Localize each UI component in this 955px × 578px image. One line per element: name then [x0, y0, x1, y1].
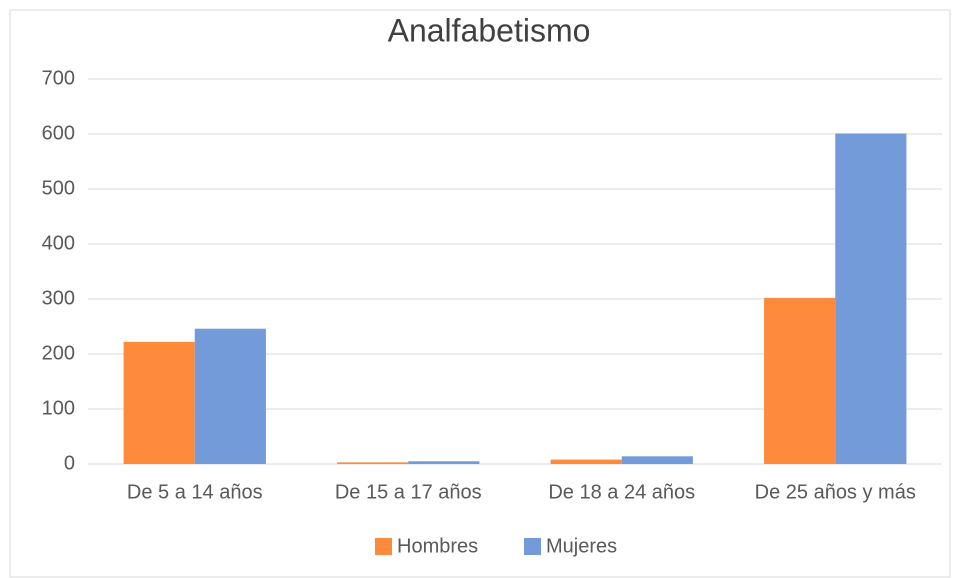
legend-label: Mujeres: [546, 535, 617, 557]
bar: [621, 456, 693, 464]
bar: [337, 462, 409, 464]
chart-title: Analfabetismo: [388, 12, 591, 48]
legend-swatch: [375, 538, 392, 555]
bar: [194, 328, 266, 464]
bar: [835, 133, 907, 464]
legend-swatch: [524, 538, 541, 555]
y-tick-label: 700: [42, 67, 75, 89]
y-tick-label: 600: [42, 122, 75, 144]
y-tick-label: 300: [42, 287, 75, 309]
y-tick-label: 400: [42, 232, 75, 254]
bar: [408, 461, 480, 464]
bar: [123, 341, 195, 464]
legend-label: Hombres: [397, 535, 478, 557]
y-tick-label: 500: [42, 177, 75, 199]
chart-frame: [9, 9, 951, 578]
x-tick-label: De 25 años y más: [755, 481, 916, 503]
x-tick-label: De 15 a 17 años: [335, 481, 482, 503]
x-tick-label: De 18 a 24 años: [548, 481, 695, 503]
y-tick-label: 100: [42, 397, 75, 419]
y-tick-label: 0: [64, 452, 75, 474]
y-tick-label: 200: [42, 342, 75, 364]
bar: [550, 459, 622, 464]
bar: [764, 297, 836, 464]
x-tick-label: De 5 a 14 años: [127, 481, 263, 503]
